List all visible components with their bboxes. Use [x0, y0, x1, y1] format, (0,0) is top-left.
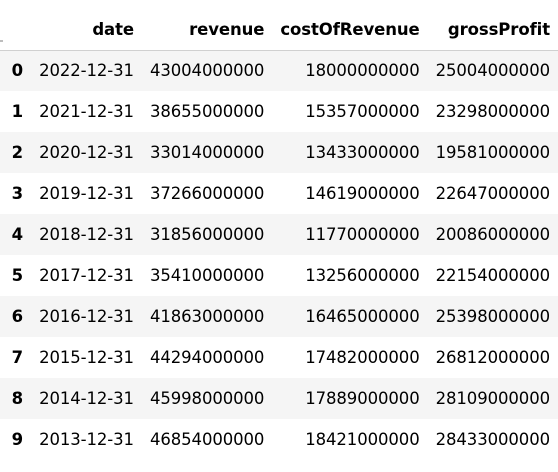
cell-revenue: 41863000000 [149, 307, 265, 326]
table-row: 1 2021-12-31 38655000000 15357000000 232… [0, 91, 558, 132]
cell-gross-profit: 19581000000 [435, 143, 550, 162]
cell-date: 2021-12-31 [39, 102, 134, 121]
cell-gross-profit: 25004000000 [435, 61, 550, 81]
table-row: 2 2020-12-31 33014000000 13433000000 195… [0, 132, 558, 173]
cell-revenue: 43004000000 [149, 61, 265, 81]
row-index: 9 [11, 430, 24, 449]
cell-gross-profit: 22154000000 [435, 266, 550, 285]
row-index: 5 [11, 266, 24, 285]
cell-cost-of-revenue: 13433000000 [305, 143, 420, 162]
cell-gross-profit: 28109000000 [435, 389, 550, 408]
header-row: date revenue costOfRevenue grossProfit [0, 9, 558, 51]
header-index [0, 9, 32, 51]
dataframe-table: date revenue costOfRevenue grossProfit 0… [0, 9, 558, 460]
cell-date: 2013-12-31 [39, 430, 134, 449]
table-row: 6 2016-12-31 41863000000 16465000000 253… [0, 296, 558, 337]
cell-revenue: 31856000000 [149, 225, 265, 244]
cell-revenue: 33014000000 [149, 143, 265, 162]
cell-cost-of-revenue: 16465000000 [305, 307, 420, 326]
cell-date: 2018-12-31 [39, 225, 134, 244]
row-index: 2 [11, 143, 24, 162]
row-index: 0 [11, 61, 24, 81]
cell-gross-profit: 23298000000 [435, 102, 550, 121]
table-header: date revenue costOfRevenue grossProfit [0, 9, 558, 51]
cell-cost-of-revenue: 17482000000 [305, 348, 420, 367]
cell-revenue: 44294000000 [149, 348, 265, 367]
table-row: 5 2017-12-31 35410000000 13256000000 221… [0, 255, 558, 296]
cell-gross-profit: 22647000000 [435, 184, 550, 203]
cell-cost-of-revenue: 18000000000 [305, 61, 420, 81]
row-index: 3 [11, 184, 24, 203]
cell-revenue: 35410000000 [149, 266, 265, 285]
cell-cost-of-revenue: 11770000000 [305, 225, 420, 244]
cell-revenue: 37266000000 [149, 184, 265, 203]
row-index: 4 [11, 225, 24, 244]
cell-date: 2016-12-31 [39, 307, 134, 326]
header-date: date [31, 9, 142, 51]
cell-cost-of-revenue: 15357000000 [305, 102, 420, 121]
table-body: 0 2022-12-31 43004000000 18000000000 250… [0, 50, 558, 460]
cell-gross-profit: 28433000000 [435, 430, 550, 449]
table-row: 0 2022-12-31 43004000000 18000000000 250… [0, 50, 558, 91]
table-row: 4 2018-12-31 31856000000 11770000000 200… [0, 214, 558, 255]
header-revenue: revenue [141, 9, 273, 51]
cell-date: 2022-12-31 [39, 61, 134, 81]
cell-gross-profit: 26812000000 [435, 348, 550, 367]
table-row: 3 2019-12-31 37266000000 14619000000 226… [0, 173, 558, 214]
table-row: 9 2013-12-31 46854000000 18421000000 284… [0, 419, 558, 460]
cell-date: 2015-12-31 [39, 348, 134, 367]
row-index: 1 [11, 102, 24, 121]
cell-date: 2019-12-31 [39, 184, 134, 203]
row-index: 6 [11, 307, 24, 326]
table-row: 8 2014-12-31 45998000000 17889000000 281… [0, 378, 558, 419]
row-index: 8 [11, 389, 24, 408]
header-cost-of-revenue: costOfRevenue [272, 9, 428, 51]
header-gross-profit: grossProfit [427, 9, 558, 51]
cell-gross-profit: 20086000000 [435, 225, 550, 244]
cell-cost-of-revenue: 13256000000 [305, 266, 420, 285]
cell-revenue: 45998000000 [149, 389, 265, 408]
cell-revenue: 46854000000 [149, 430, 265, 449]
table-row: 7 2015-12-31 44294000000 17482000000 268… [0, 337, 558, 378]
row-index: 7 [11, 348, 24, 367]
cell-cost-of-revenue: 14619000000 [305, 184, 420, 203]
cell-revenue: 38655000000 [149, 102, 265, 121]
cell-gross-profit: 25398000000 [435, 307, 550, 326]
cell-cost-of-revenue: 17889000000 [305, 389, 420, 408]
cell-date: 2017-12-31 [39, 266, 134, 285]
cell-cost-of-revenue: 18421000000 [305, 430, 420, 449]
cell-date: 2020-12-31 [39, 143, 134, 162]
cell-date: 2014-12-31 [39, 389, 134, 408]
